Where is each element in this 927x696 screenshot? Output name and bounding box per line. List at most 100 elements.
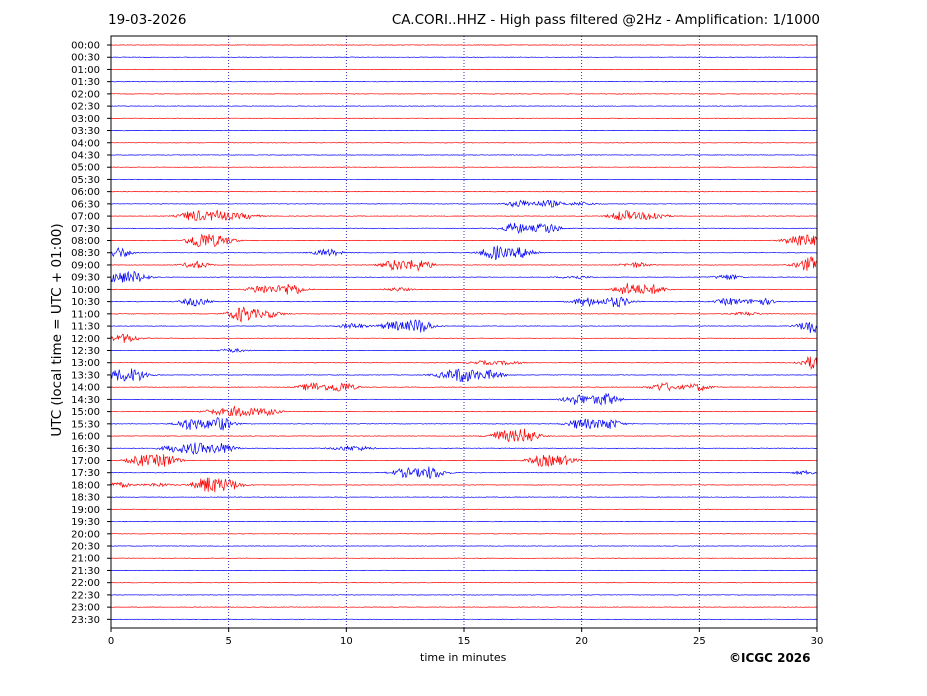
y-tick-label: 02:30	[71, 102, 100, 113]
y-tick-label: 16:30	[71, 444, 100, 455]
trace-04:30	[110, 154, 817, 156]
y-tick-label: 08:30	[71, 248, 100, 259]
y-tick-label: 07:30	[71, 224, 100, 235]
date-label: 19-03-2026	[108, 12, 187, 28]
y-tick-label: 14:00	[71, 383, 100, 394]
x-tick-label: 5	[225, 636, 231, 647]
x-tick-label: 30	[811, 636, 824, 647]
trace-10:30	[110, 296, 818, 308]
x-tick-label: 0	[108, 636, 114, 647]
y-tick-label: 11:00	[71, 309, 100, 320]
trace-18:30	[110, 496, 817, 498]
y-tick-label: 03:00	[71, 114, 100, 125]
y-tick-label: 21:00	[71, 554, 100, 565]
y-tick-label: 00:30	[71, 53, 100, 64]
y-tick-label: 14:30	[71, 395, 100, 406]
trace-12:00	[110, 333, 818, 343]
trace-08:00	[110, 233, 818, 248]
y-tick-label: 21:30	[71, 566, 100, 577]
y-tick-label: 04:30	[71, 150, 100, 161]
trace-12:30	[110, 347, 817, 353]
y-tick-label: 15:00	[71, 407, 100, 418]
y-tick-label: 11:30	[71, 322, 100, 333]
trace-19:30	[110, 520, 817, 523]
trace-07:30	[110, 222, 817, 235]
y-tick-label: 19:00	[71, 505, 100, 516]
y-tick-label: 05:00	[71, 163, 100, 174]
trace-01:00	[110, 68, 817, 71]
trace-15:30	[110, 417, 817, 431]
trace-09:00	[111, 255, 818, 272]
trace-05:30	[110, 178, 817, 181]
trace-10:00	[110, 282, 817, 295]
trace-14:30	[110, 393, 817, 406]
trace-23:30	[110, 618, 817, 621]
chart-title: CA.CORI..HHZ - High pass filtered @2Hz -…	[391, 12, 820, 28]
trace-13:30	[110, 368, 818, 383]
trace-16:00	[110, 428, 817, 443]
x-tick-label: 15	[458, 636, 471, 647]
y-tick-label: 17:00	[71, 456, 100, 467]
y-tick-label: 06:00	[71, 187, 100, 198]
y-tick-label: 12:30	[71, 346, 100, 357]
trace-22:00	[110, 581, 817, 584]
trace-15:00	[110, 405, 818, 417]
trace-21:30	[110, 569, 818, 572]
y-tick-label: 10:00	[71, 285, 100, 296]
trace-03:30	[110, 129, 817, 132]
trace-06:00	[110, 190, 818, 193]
y-tick-label: 18:30	[71, 493, 100, 504]
y-tick-label: 10:30	[71, 297, 100, 308]
y-tick-label: 23:30	[71, 615, 100, 626]
copyright-label: ©ICGC 2026	[729, 651, 811, 665]
trace-19:00	[110, 508, 817, 511]
y-axis-label: UTC (local time = UTC + 01:00)	[49, 223, 65, 437]
x-tick-label: 10	[340, 636, 353, 647]
trace-13:00	[110, 356, 818, 370]
y-tick-label: 08:00	[71, 236, 100, 247]
trace-04:00	[110, 142, 817, 144]
trace-08:30	[110, 245, 817, 261]
y-tick-label: 22:00	[71, 578, 100, 589]
trace-16:30	[110, 442, 817, 456]
trace-03:00	[110, 117, 817, 120]
y-tick-label: 02:00	[71, 89, 100, 100]
trace-17:00	[110, 454, 818, 468]
trace-20:30	[111, 545, 817, 547]
y-tick-label: 01:00	[71, 65, 100, 76]
y-tick-label: 07:00	[71, 212, 100, 223]
y-tick-label: 04:00	[71, 138, 100, 149]
x-axis-label: time in minutes	[420, 651, 507, 664]
y-tick-label: 18:00	[71, 480, 100, 491]
y-tick-label: 13:00	[71, 358, 100, 369]
trace-17:30	[111, 466, 818, 479]
y-tick-label: 00:00	[71, 41, 100, 52]
y-tick-label: 06:30	[71, 199, 100, 210]
y-tick-label: 20:30	[71, 542, 100, 553]
trace-23:00	[110, 606, 817, 608]
trace-01:30	[110, 80, 818, 83]
x-tick-label: 25	[693, 636, 706, 647]
y-tick-label: 16:00	[71, 432, 100, 443]
trace-11:00	[110, 306, 817, 323]
y-tick-label: 09:30	[71, 273, 100, 284]
trace-18:00	[110, 477, 817, 493]
y-tick-label: 12:00	[71, 334, 100, 345]
trace-00:30	[110, 56, 817, 58]
x-tick-label: 20	[575, 636, 588, 647]
y-tick-label: 01:30	[71, 77, 100, 88]
y-tick-label: 03:30	[71, 126, 100, 137]
trace-02:00	[110, 93, 818, 95]
trace-21:00	[111, 557, 817, 559]
plot-frame	[110, 35, 818, 629]
trace-14:00	[110, 382, 817, 392]
y-tick-label: 05:30	[71, 175, 100, 186]
trace-09:30	[110, 270, 817, 283]
trace-06:30	[110, 199, 818, 208]
trace-11:30	[111, 319, 818, 333]
trace-07:00	[110, 209, 817, 221]
y-tick-label: 17:30	[71, 468, 100, 479]
y-tick-label: 15:30	[71, 419, 100, 430]
y-tick-label: 13:30	[71, 370, 100, 381]
